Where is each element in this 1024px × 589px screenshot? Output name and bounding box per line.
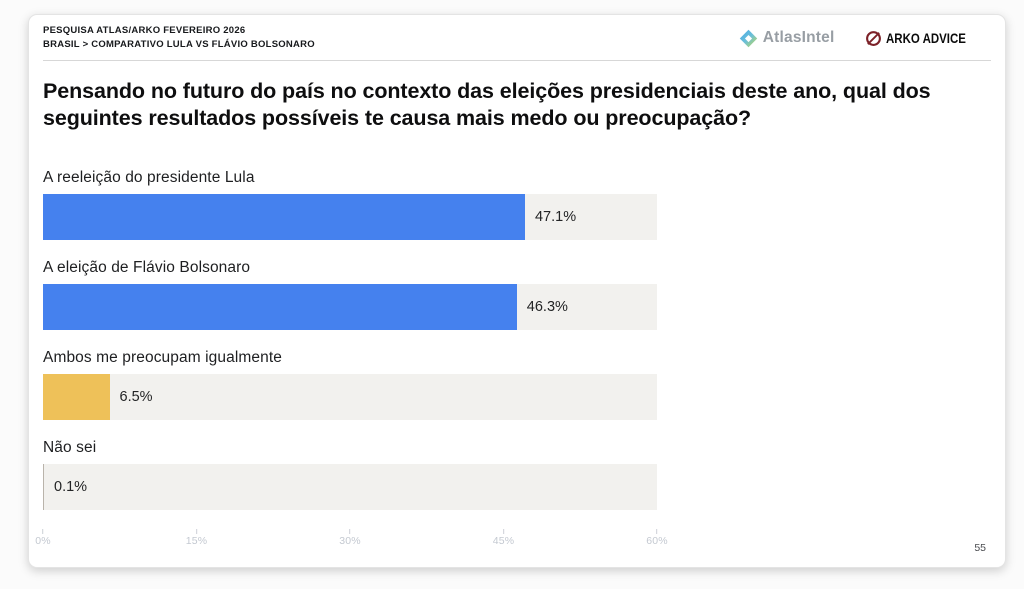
tick-mark	[503, 528, 504, 534]
question-title: Pensando no futuro do país no contexto d…	[43, 78, 931, 130]
bar-row: A eleição de Flávio Bolsonaro 46.3%	[43, 259, 657, 330]
logo-group: AtlasIntel ARKO ADVICE	[739, 29, 991, 48]
page-number: 55	[974, 542, 986, 554]
x-axis-tick: 15%	[185, 528, 208, 547]
bar-fill	[43, 463, 45, 510]
tick-label: 45%	[492, 534, 515, 547]
bar-category-label: A reeleição do presidente Lula	[43, 168, 255, 186]
breadcrumb: BRASIL > COMPARATIVO LULA VS FLÁVIO BOLS…	[43, 39, 315, 51]
bar-track: 46.3%	[43, 283, 657, 330]
atlasintel-wordmark: AtlasIntel	[762, 29, 835, 47]
header: PESQUISA ATLAS/ARKO FEVEREIRO 2026 BRASI…	[41, 15, 993, 60]
bar-track: 6.5%	[43, 373, 657, 420]
bar-category-label: Não sei	[43, 438, 97, 456]
bar-value-label: 46.3%	[526, 298, 568, 315]
x-axis: 0% 15% 30% 45% 60%	[35, 528, 668, 555]
tick-mark	[656, 528, 658, 534]
tick-label: 0%	[35, 534, 51, 547]
header-meta: PESQUISA ATLAS/ARKO FEVEREIRO 2026 BRASI…	[43, 24, 315, 53]
bar-track: 47.1%	[43, 193, 657, 240]
tick-label: 15%	[185, 534, 208, 547]
tick-mark	[196, 528, 197, 534]
bar-row: Não sei 0.1%	[43, 439, 657, 510]
tick-label: 60%	[646, 534, 668, 547]
bar-value-label: 0.1%	[54, 478, 88, 495]
bar-fill	[43, 193, 525, 240]
bar-category-label: Ambos me preocupam igualmente	[43, 348, 282, 366]
tick-label: 30%	[339, 534, 361, 547]
bar-value-label: 6.5%	[119, 388, 153, 405]
header-divider	[43, 59, 991, 61]
x-axis-tick: 45%	[492, 528, 515, 547]
arko-advice-logo: ARKO ADVICE	[865, 30, 984, 47]
bar-value-label: 47.1%	[534, 208, 577, 225]
slide-card: PESQUISA ATLAS/ARKO FEVEREIRO 2026 BRASI…	[28, 14, 1006, 568]
x-axis-tick: 60%	[646, 528, 668, 547]
atlasintel-diamond-icon	[739, 29, 758, 48]
bar-row: A reeleição do presidente Lula 47.1%	[43, 169, 657, 240]
arko-wordmark: ARKO ADVICE	[885, 30, 966, 47]
bar-track: 0.1%	[43, 463, 657, 510]
tick-mark	[349, 528, 351, 534]
survey-title-line: PESQUISA ATLAS/ARKO FEVEREIRO 2026	[43, 25, 246, 36]
arko-circle-slash-icon	[865, 30, 882, 47]
bar-chart: A reeleição do presidente Lula 47.1% A e…	[35, 169, 668, 555]
bar-row: Ambos me preocupam igualmente 6.5%	[43, 349, 657, 420]
x-axis-tick: 30%	[339, 528, 361, 547]
atlasintel-logo: AtlasIntel	[739, 29, 835, 48]
bar-fill	[43, 373, 110, 420]
tick-mark	[42, 528, 44, 534]
x-axis-tick: 0%	[35, 528, 51, 547]
bar-category-label: A eleição de Flávio Bolsonaro	[43, 258, 251, 276]
bar-fill	[43, 283, 517, 330]
